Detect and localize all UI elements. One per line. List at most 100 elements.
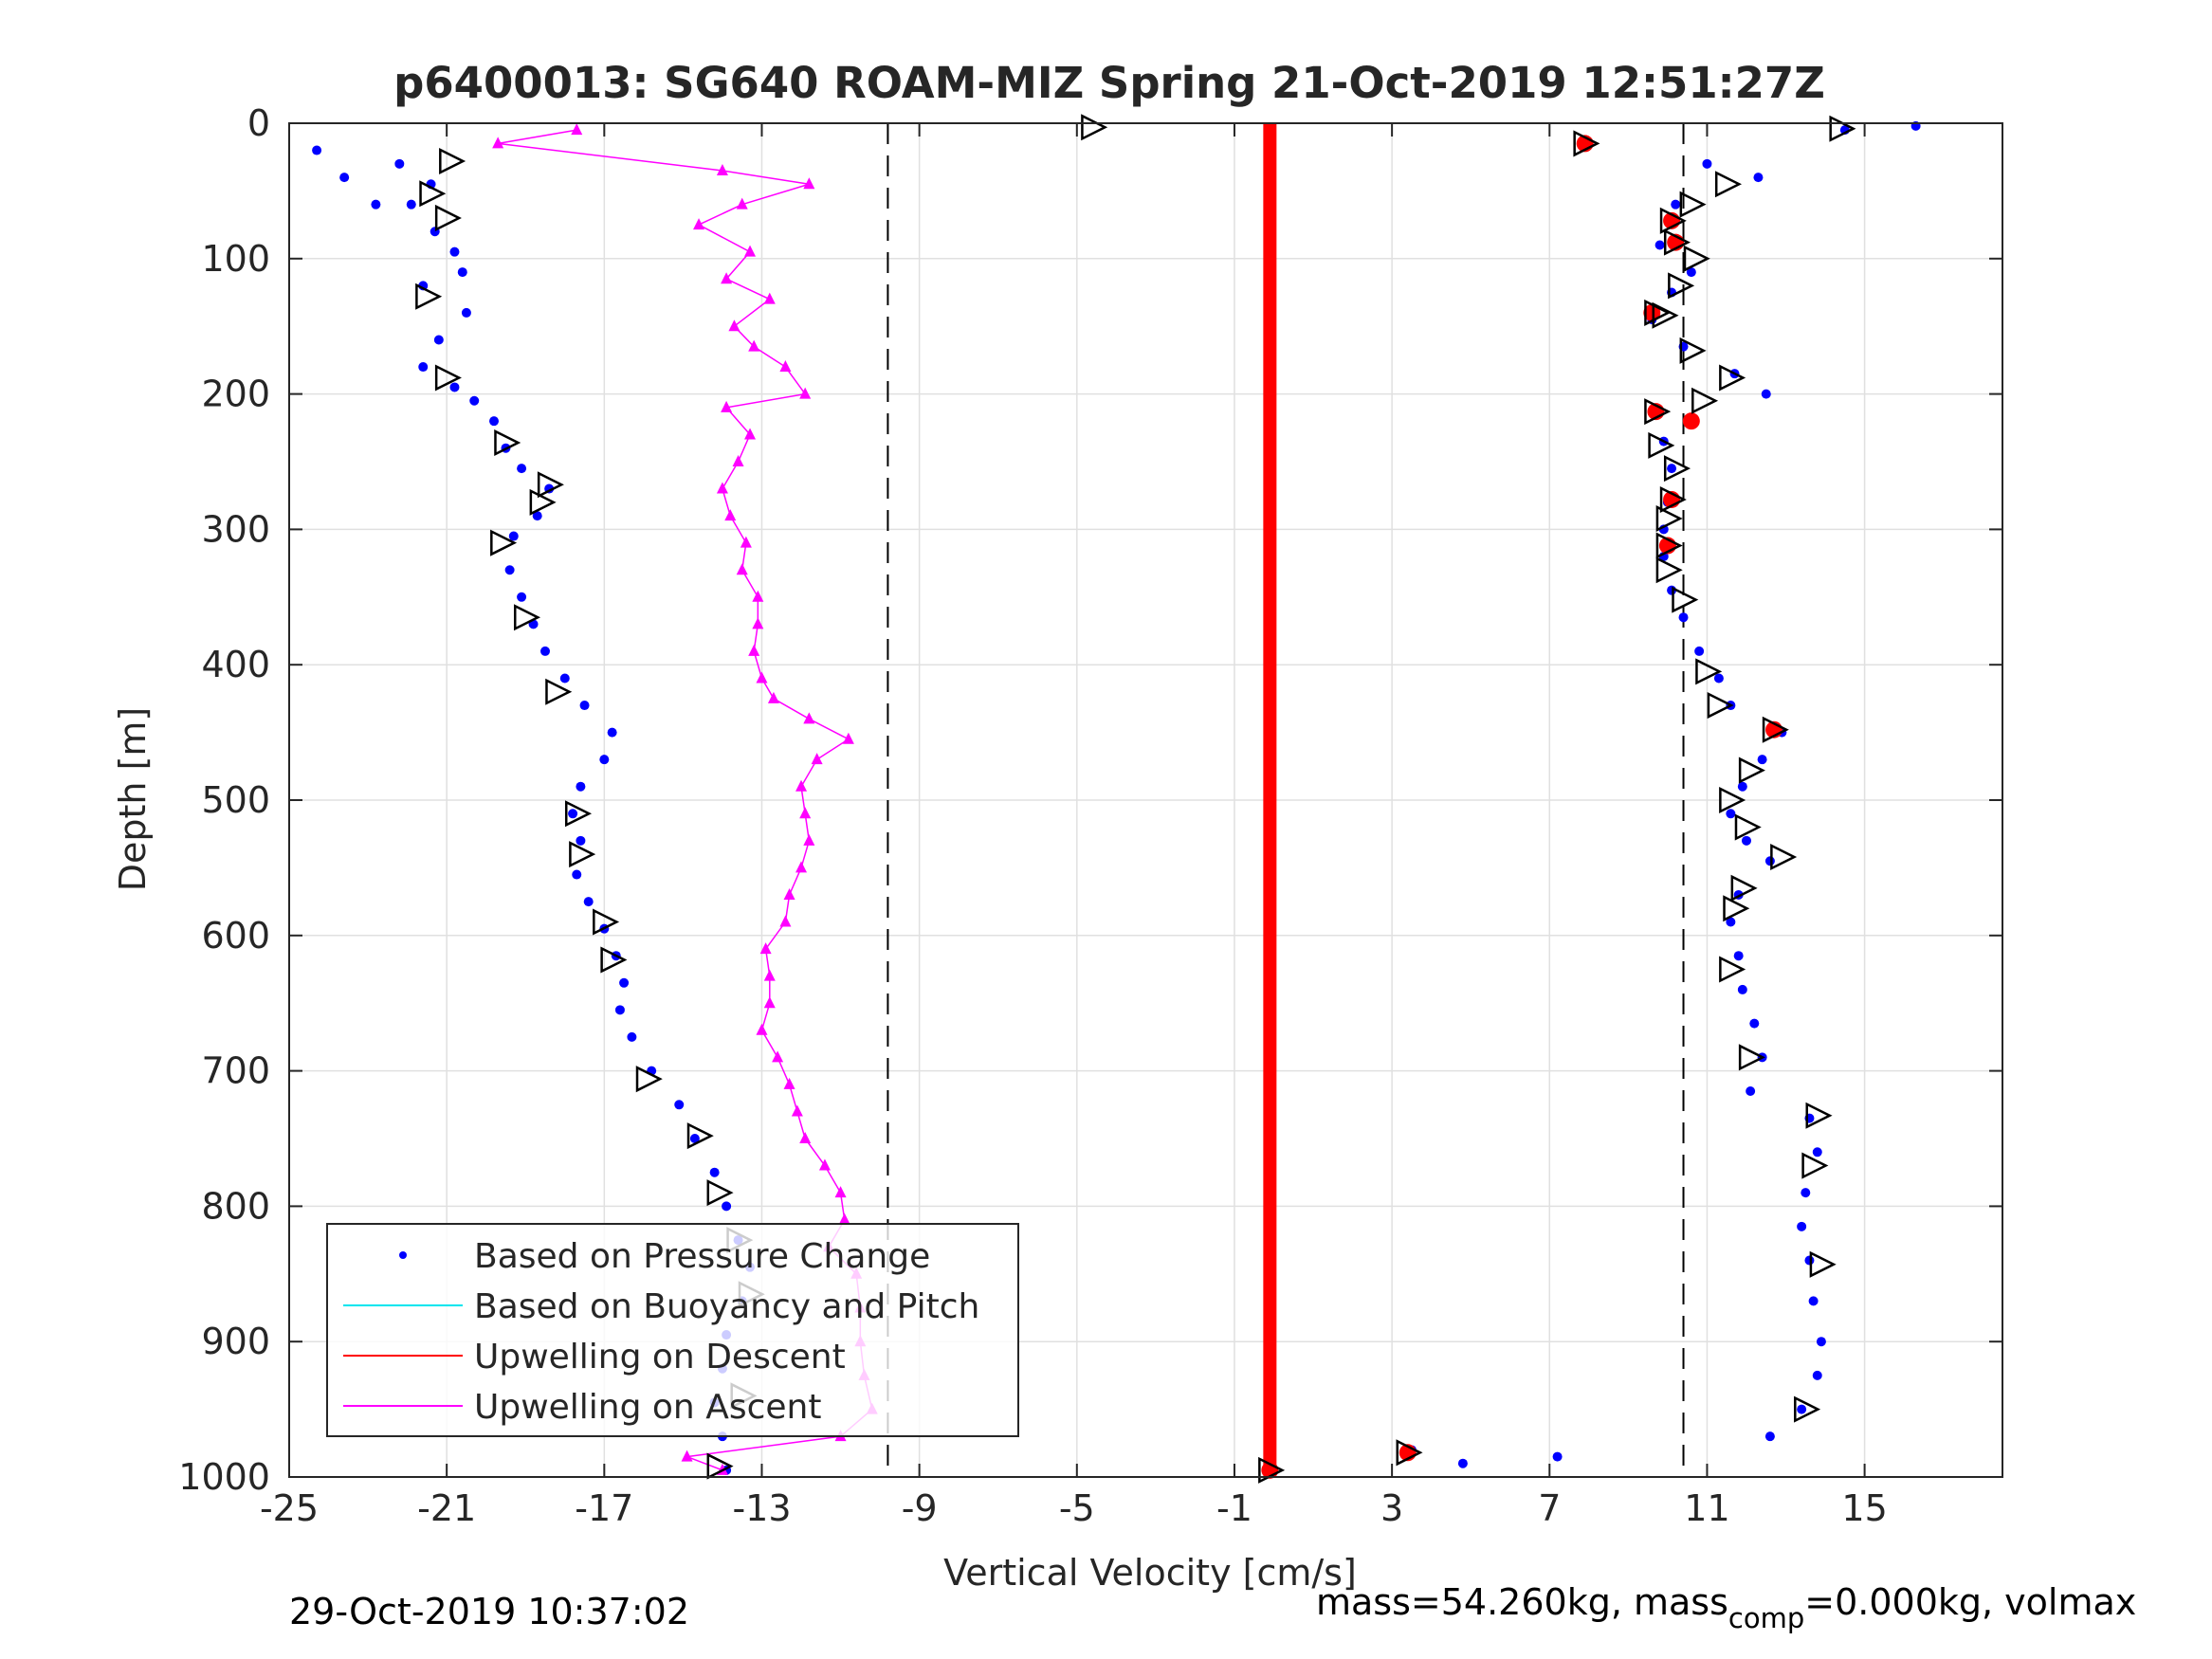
pressure-point-0-25: [559, 673, 570, 684]
ascent-point-24: [767, 691, 779, 703]
footer-mass-text: mass=54.260kg, mass: [1316, 1581, 1728, 1623]
ascent-point-18: [740, 536, 752, 548]
x-tick-label-10: 15: [1841, 1487, 1887, 1529]
pressure-point-0-0: [312, 145, 322, 155]
x-tick-label-3: -13: [732, 1487, 791, 1529]
pressure-point-0-17: [517, 464, 527, 474]
x-tick-label-7: 3: [1380, 1487, 1403, 1529]
pressure-point-1-33: [1749, 1018, 1760, 1029]
pressure-point-1-42: [1816, 1337, 1826, 1347]
triangle-marker-27: [1659, 207, 1687, 234]
triangle-marker-51: [1730, 874, 1758, 902]
footer-mass-info: mass=54.260kg, masscomp=0.000kg, volmax: [1316, 1581, 2136, 1634]
pressure-point-1-26: [1726, 809, 1736, 819]
ascent-point-7: [721, 272, 733, 284]
triangle-marker-60: [1258, 1456, 1286, 1484]
pressure-point-1-6: [1686, 267, 1696, 278]
pressure-point-0-11: [433, 335, 444, 345]
ascent-point-2: [716, 163, 728, 175]
ascent-point-10: [748, 339, 760, 352]
pressure-point-1-28: [1764, 856, 1775, 866]
x-tick-label-9: 11: [1684, 1487, 1729, 1529]
ascent-point-30: [803, 833, 815, 846]
legend-item-ascent: Upwelling on Ascent: [343, 1388, 821, 1427]
pressure-point-0-40: [674, 1100, 685, 1110]
pressure-point-0-14: [469, 395, 480, 406]
ascent-point-6: [744, 245, 757, 257]
triangle-marker-59: [1396, 1439, 1423, 1467]
pressure-point-0-21: [504, 565, 515, 575]
red-marker-3: [1643, 303, 1661, 321]
series-1: [1406, 120, 1921, 1468]
pressure-point-0-42: [709, 1167, 720, 1177]
ascent-point-25: [803, 712, 815, 724]
footer-timestamp: 29-Oct-2019 10:37:02: [289, 1591, 689, 1632]
ascent-point-23: [756, 671, 768, 684]
pressure-point-1-14: [1667, 464, 1677, 474]
ascent-point-9: [728, 319, 740, 332]
triangle-marker-5: [494, 428, 521, 457]
x-tick-label-5: -5: [1059, 1487, 1095, 1529]
ascent-point-32: [783, 887, 795, 900]
ascent-point-28: [795, 779, 808, 792]
legend-item-buoyancy: Based on Buoyancy and Pitch: [343, 1287, 979, 1326]
triangle-marker-54: [1738, 1044, 1765, 1071]
pressure-point-0-5: [406, 199, 416, 210]
legend-item-pressure: Based on Pressure Change: [399, 1237, 930, 1276]
ascent-point-40: [791, 1104, 803, 1117]
triangle-markers: [415, 114, 1856, 1484]
ascent-point-13: [721, 400, 733, 412]
ascent-point-14: [744, 428, 757, 440]
pressure-point-1-37: [1812, 1147, 1822, 1158]
pressure-point-0-37: [614, 1005, 625, 1015]
triangle-marker-14: [600, 946, 628, 974]
pressure-point-1-24: [1757, 755, 1767, 765]
pressure-point-1-41: [1808, 1296, 1819, 1306]
pressure-point-0-28: [599, 755, 610, 765]
pressure-point-0-7: [449, 246, 460, 257]
triangle-marker-30: [1668, 272, 1695, 300]
pressure-point-1-38: [1801, 1188, 1811, 1198]
pressure-point-1-48: [1552, 1451, 1563, 1462]
ascent-point-17: [724, 509, 737, 521]
triangle-marker-3: [415, 283, 443, 310]
triangle-marker-13: [593, 908, 620, 936]
triangle-marker-34: [1719, 364, 1746, 392]
triangle-marker-42: [1655, 556, 1683, 584]
ascent-point-52: [681, 1449, 693, 1462]
pressure-point-0-3: [394, 158, 405, 169]
y-tick-label-3: 300: [201, 508, 270, 550]
pressure-point-0-43: [722, 1201, 732, 1212]
pressure-point-1-11: [1761, 389, 1771, 399]
ascent-point-27: [811, 753, 823, 765]
triangle-marker-9: [513, 604, 541, 631]
ascent-point-4: [736, 197, 748, 210]
pressure-point-1-35: [1746, 1086, 1756, 1097]
ascent-point-36: [763, 996, 776, 1009]
ascent-point-38: [772, 1050, 784, 1063]
x-tick-label-2: -17: [575, 1487, 633, 1529]
pressure-point-0-10: [461, 307, 471, 318]
pressure-point-0-33: [583, 897, 594, 907]
ascent-point-0: [571, 123, 583, 136]
ascent-point-20: [752, 590, 764, 602]
triangle-marker-40: [1655, 504, 1683, 532]
pressure-point-1-3: [1702, 158, 1712, 169]
triangle-marker-22: [1081, 114, 1108, 141]
triangle-marker-55: [1805, 1102, 1833, 1129]
pressure-point-1-40: [1804, 1255, 1815, 1266]
legend-pressure-label: Based on Pressure Change: [474, 1237, 930, 1276]
triangle-marker-16: [686, 1122, 714, 1150]
triangle-marker-28: [1663, 228, 1691, 256]
pressure-point-1-30: [1726, 917, 1736, 927]
triangle-marker-38: [1663, 455, 1691, 483]
triangle-marker-32: [1652, 301, 1679, 329]
triangle-marker-4: [434, 364, 462, 392]
y-tick-label-8: 800: [201, 1185, 270, 1227]
x-tick-label-6: -1: [1216, 1487, 1252, 1529]
triangle-marker-45: [1707, 692, 1734, 720]
ascent-point-1: [492, 137, 504, 149]
pressure-point-1-45: [1764, 1431, 1775, 1442]
ascent-point-34: [759, 942, 772, 955]
